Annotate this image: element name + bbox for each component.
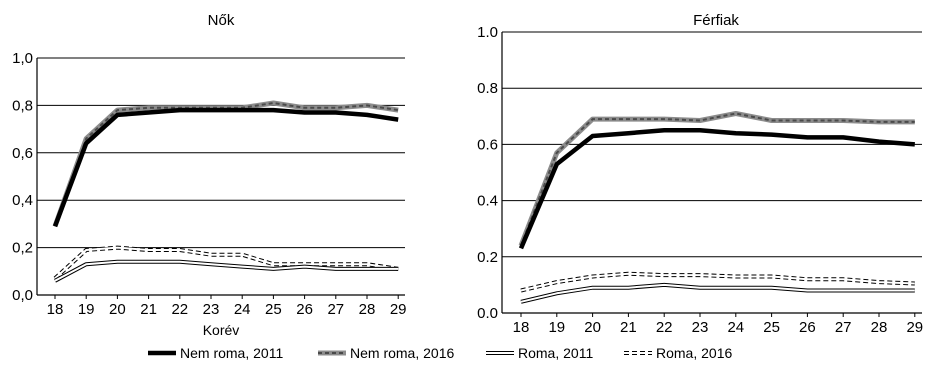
y-tick-label: 0.2	[477, 249, 498, 266]
series-line-roma-2016	[520, 271, 915, 293]
x-tick-label: 22	[656, 319, 673, 336]
legend-label: Roma, 2016	[656, 345, 732, 361]
y-tick-label: 0.6	[477, 136, 498, 153]
y-tick-label: 0,6	[12, 145, 33, 162]
x-tick-label: 27	[327, 301, 344, 318]
legend-label: Nem roma, 2016	[350, 345, 454, 361]
x-tick-label: 24	[234, 301, 251, 318]
legend-item: Nem roma, 2016	[318, 345, 454, 361]
y-tick-label: 0.0	[477, 305, 498, 322]
y-tick-label: 0,4	[12, 192, 33, 209]
series-line-nem-roma-2016	[52, 100, 399, 228]
x-tick-label: 21	[140, 301, 157, 318]
legend-label: Nem roma, 2011	[180, 345, 283, 361]
x-tick-label: 18	[47, 301, 64, 318]
x-tick-label: 20	[109, 301, 126, 318]
x-tick-label: 25	[265, 301, 282, 318]
y-tick-label: 0,2	[12, 240, 33, 257]
y-tick-label: 0.8	[477, 80, 498, 97]
legend-label: Roma, 2011	[518, 345, 593, 361]
chart-panel-women: Nők Korév 0,0 0,2 0,4 0,6 0,8 1,0 18 19 20 21 22 23…	[12, 12, 406, 338]
series-line-roma-2011	[520, 282, 915, 304]
chart-title: Férfiak	[693, 12, 739, 29]
x-tick-label: 23	[692, 319, 709, 336]
x-tick-label: 25	[763, 319, 780, 336]
series-line-nem-roma-2011	[518, 128, 915, 250]
series-line-nem-roma-2016	[518, 111, 915, 247]
x-tick-label: 26	[799, 319, 816, 336]
x-tick-label: 26	[296, 301, 313, 318]
x-tick-label: 22	[171, 301, 188, 318]
legend-item: Roma, 2011	[486, 345, 593, 361]
x-tick-label: 29	[390, 301, 407, 318]
x-tick-label: 28	[359, 301, 376, 318]
chart-title: Nők	[208, 12, 235, 29]
x-tick-label: 29	[906, 319, 923, 336]
x-tick-label: 19	[78, 301, 95, 318]
x-tick-label: 20	[584, 319, 601, 336]
x-tick-label: 19	[548, 319, 565, 336]
series-line-roma-2011	[54, 259, 399, 283]
x-tick-label: 21	[620, 319, 637, 336]
y-tick-label: 1.0	[477, 24, 498, 41]
chart-legend: Nem roma, 2011 Nem roma, 2016 Roma, 2011…	[148, 345, 732, 361]
x-axis-label: Korév	[203, 322, 240, 338]
x-tick-label: 24	[727, 319, 744, 336]
legend-item: Roma, 2016	[624, 345, 732, 361]
x-tick-label: 28	[871, 319, 888, 336]
y-tick-label: 0,8	[12, 97, 33, 114]
x-tick-label: 18	[513, 319, 530, 336]
y-tick-label: 0.4	[477, 193, 498, 210]
y-tick-label: 0,0	[12, 287, 33, 304]
x-tick-label: 27	[835, 319, 852, 336]
y-tick-label: 1,0	[12, 50, 33, 67]
x-tick-label: 23	[203, 301, 220, 318]
legend-item: Nem roma, 2011	[148, 345, 283, 361]
chart-panel-men: Férfiak 0.0 0.2 0.4 0.6 0.8 1.0 18 19 20 21 22 23 24…	[477, 12, 923, 336]
series-line-nem-roma-2011	[52, 107, 399, 228]
series-line-roma-2016	[53, 245, 399, 280]
